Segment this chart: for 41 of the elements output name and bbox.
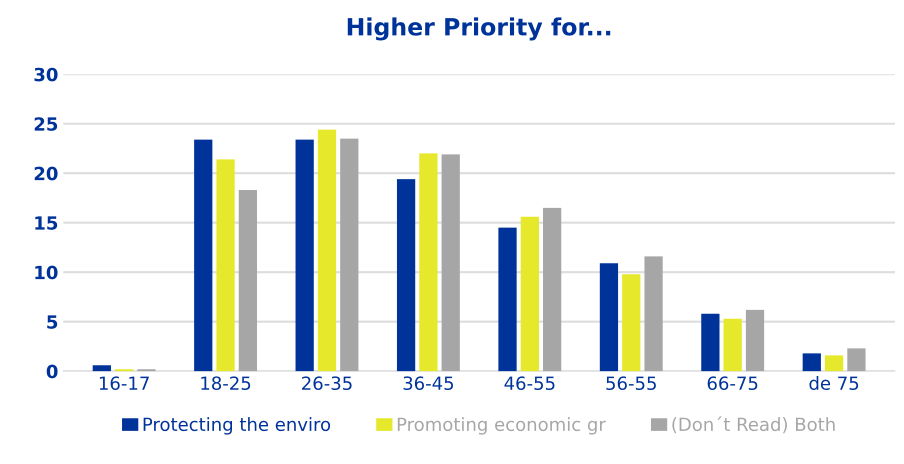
y-tick-label: 20 <box>34 166 58 180</box>
bar <box>701 314 720 372</box>
bar <box>724 318 742 372</box>
bar <box>600 263 618 372</box>
bar <box>296 140 314 372</box>
bar <box>340 138 358 372</box>
y-tick-label: 25 <box>34 117 58 131</box>
bar <box>396 179 416 372</box>
bar <box>194 140 212 372</box>
bar <box>419 153 438 372</box>
y-tick-label: 10 <box>35 266 58 280</box>
bar <box>746 310 764 372</box>
bar <box>442 154 460 372</box>
x-tick-label: 16-17 <box>100 376 149 390</box>
bar <box>644 256 663 372</box>
x-tick-label: 18-25 <box>201 376 250 390</box>
chart-title: Higher Priority for... <box>348 17 610 40</box>
x-tick-label: 36-45 <box>404 376 454 390</box>
bar <box>847 348 866 372</box>
bar <box>622 274 640 372</box>
bar <box>238 190 257 372</box>
x-tick-label: de 75 <box>809 376 858 390</box>
x-tick-label: 26-35 <box>302 376 352 390</box>
bar <box>216 159 235 372</box>
bar <box>318 130 336 372</box>
y-tick-label: 0 <box>46 364 58 378</box>
bar <box>498 228 517 372</box>
bar <box>824 355 844 372</box>
x-tick-label: 66-75 <box>708 376 758 390</box>
x-tick-label: 46-55 <box>504 376 554 390</box>
bar <box>520 216 539 372</box>
x-tick-label: 56-55 <box>606 376 656 390</box>
y-tick-label: 30 <box>34 68 58 82</box>
bar <box>92 365 111 372</box>
legend-label: Promoting economic gr <box>398 417 606 435</box>
bar <box>802 353 821 372</box>
y-tick-label: 15 <box>35 216 58 230</box>
y-tick-label: 5 <box>47 315 58 329</box>
legend-label: (Don´t Read) Both <box>672 416 835 434</box>
legend-label: Protecting the enviro <box>144 417 330 435</box>
bar <box>543 208 562 372</box>
